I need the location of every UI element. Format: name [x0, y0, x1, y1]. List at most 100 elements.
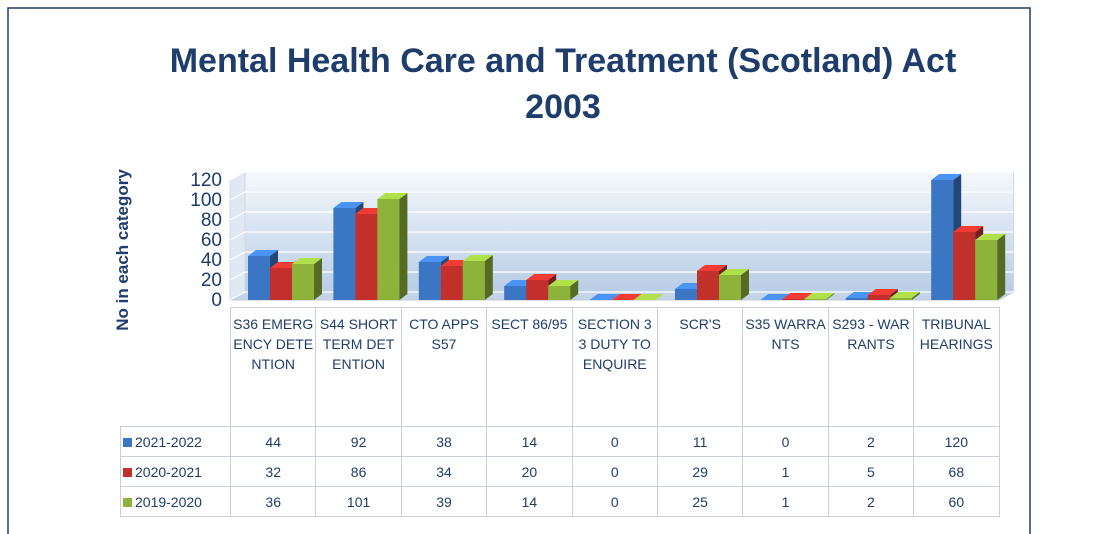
y-tick-label: 60: [201, 230, 222, 251]
bar-top: [867, 289, 898, 295]
value-cell: 60: [913, 486, 1000, 517]
bar-front: [675, 289, 697, 300]
bar-side: [314, 258, 322, 300]
bar-top: [633, 294, 664, 300]
legend-key: [123, 467, 132, 477]
value-cell: 68: [913, 456, 1000, 487]
legend-label: 2019-2020: [135, 493, 202, 510]
bar-front: [975, 240, 998, 300]
bar-front: [270, 268, 292, 300]
value-cell: 44: [229, 426, 317, 457]
header-row: S36 EMERGENCY DETENTION S44 SHORT TERM DE…: [121, 307, 1000, 427]
grid-line: [229, 271, 1014, 281]
legend-label: 2020-2021: [135, 463, 202, 480]
value-cell: 1: [742, 486, 829, 517]
value-cell: 0: [742, 426, 829, 457]
value-cell: 101: [315, 486, 402, 517]
bar-top: [804, 293, 835, 299]
bar-front: [804, 299, 827, 300]
bar-side: [826, 293, 835, 300]
bar-front: [292, 264, 314, 300]
bar-top: [697, 265, 727, 271]
bar-front: [782, 299, 805, 300]
value-cell: 2: [827, 486, 915, 517]
value-cell: 11: [656, 426, 744, 457]
bar-side: [741, 269, 749, 300]
bar-front: [953, 232, 976, 300]
bar-side: [997, 234, 1006, 300]
grid-line: [229, 251, 1014, 261]
series-cell: 2021-2022: [120, 426, 231, 457]
bar-front: [418, 262, 441, 300]
bar: [589, 294, 620, 300]
bar-front: [248, 256, 270, 300]
bar-top: [953, 226, 984, 232]
bar-front: [355, 214, 378, 300]
data-row: 2021-2022 44 92 38 14 0 11 0 2 120: [120, 426, 1000, 457]
category-label: SECT 86/95: [486, 307, 573, 427]
bar-top: [611, 294, 642, 300]
value-cell: 36: [229, 486, 317, 517]
bar-front: [377, 199, 400, 300]
value-cell: 14: [486, 486, 573, 517]
bar-front: [462, 261, 485, 300]
bar-top: [548, 280, 579, 286]
bar-front: [889, 298, 912, 300]
bar-top: [782, 293, 813, 299]
grid-line: [229, 211, 1014, 221]
bar-side: [570, 280, 579, 300]
bar-side: [911, 292, 920, 300]
grid-line: [229, 231, 1014, 241]
bar-top: [292, 258, 322, 264]
bar-top: [333, 202, 364, 208]
value-cell: 38: [400, 426, 488, 457]
bar: [462, 255, 493, 300]
value-cell: 0: [571, 456, 658, 487]
category-label: TRIBUNAL HEARINGS: [913, 307, 1000, 427]
grid-line: [229, 191, 1014, 201]
bar-top: [589, 294, 620, 300]
value-cell: 2: [827, 426, 915, 457]
legend-label: 2021-2022: [135, 433, 202, 450]
bar: [548, 280, 579, 300]
bar-top: [719, 269, 749, 275]
bar-front: [719, 275, 741, 300]
category-label: S44 SHORT TERM DETENTION: [315, 307, 402, 427]
value-cell: 32: [229, 456, 317, 487]
bar: [889, 292, 920, 300]
category-label: S293 - WARRANTS: [827, 307, 915, 427]
chart-title: Mental Health Care and Treatment (Scotla…: [169, 42, 957, 126]
y-tick-label: 100: [190, 190, 222, 211]
bar-front: [504, 286, 527, 300]
bar-front: [548, 286, 571, 300]
value-cell: 29: [656, 456, 744, 487]
y-tick-label: 20: [201, 270, 222, 291]
category-label: SECTION 33 DUTY TO ENQUIRE: [571, 307, 658, 427]
category-label: S36 EMERGENCY DETENTION: [229, 307, 317, 427]
value-cell: 14: [486, 426, 573, 457]
bar: [760, 294, 791, 300]
value-cell: 39: [400, 486, 488, 517]
frame: [7, 7, 1031, 534]
y-axis-title: No in each category: [113, 169, 132, 331]
series-cell: 2019-2020: [120, 486, 231, 517]
bar-top: [377, 193, 408, 199]
bar-top: [931, 174, 962, 180]
bar-top: [462, 255, 493, 261]
value-cell: 120: [913, 426, 1000, 457]
value-cell: 25: [656, 486, 744, 517]
bar-side: [399, 193, 408, 300]
y-tick-label: 0: [211, 290, 222, 311]
bar-top: [760, 294, 791, 300]
category-label: S35 WARRANTS: [742, 307, 829, 427]
bar-front: [867, 295, 890, 300]
bar: [377, 193, 408, 300]
bar-front: [440, 266, 463, 300]
y-tick-label: 80: [201, 210, 222, 231]
value-cell: 86: [315, 456, 402, 487]
legend-key: [123, 437, 132, 447]
bar: [611, 294, 642, 300]
blank-cell: [121, 308, 231, 427]
